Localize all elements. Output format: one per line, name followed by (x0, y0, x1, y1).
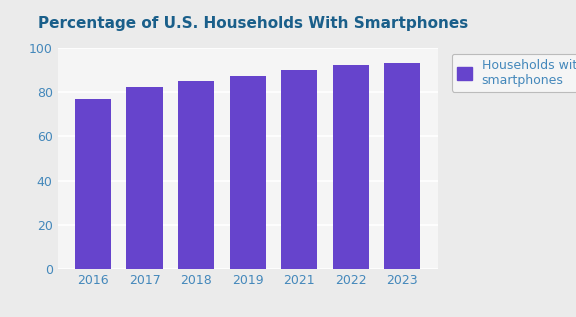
Bar (281, 70, 317, 269)
Bar (384, 63, 420, 269)
Bar (333, 65, 369, 269)
Text: Percentage of U.S. Households With Smartphones: Percentage of U.S. Households With Smart… (39, 16, 468, 31)
Bar (127, 87, 162, 269)
Legend: Households with
smartphones: Households with smartphones (452, 54, 576, 92)
Bar (178, 81, 214, 269)
Bar (230, 76, 266, 269)
Bar (75, 99, 111, 269)
